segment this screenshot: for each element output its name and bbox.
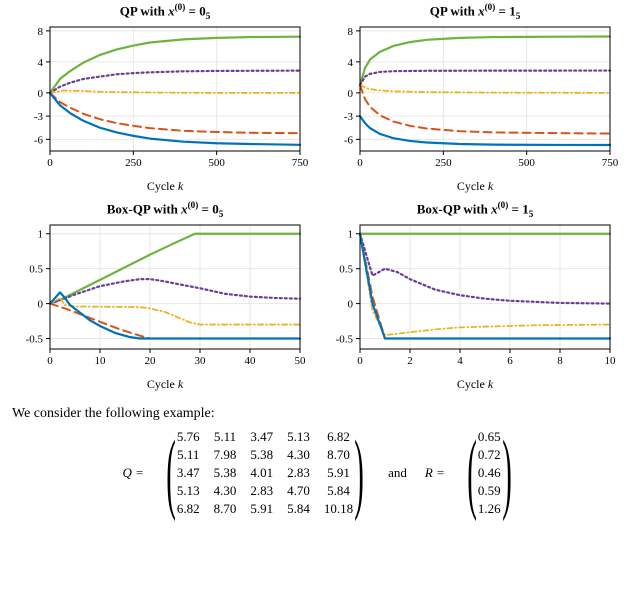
matrix-cell: 5.38 <box>207 464 244 482</box>
chart-title: Box-QP with x(0) = 05 <box>10 200 320 219</box>
svg-text:0: 0 <box>348 88 354 100</box>
page-root: QP with x(0) = 05 0250500750-6-3048 Cycl… <box>0 0 640 612</box>
equation-block: Q = ( 5.765.113.475.136.825.117.985.384.… <box>0 426 640 524</box>
svg-text:20: 20 <box>145 355 157 367</box>
svg-text:250: 250 <box>435 157 452 169</box>
matrix-cell: 3.47 <box>243 428 280 446</box>
body-text: We consider the following example: <box>0 396 640 426</box>
chart-xlabel: Cycle k <box>320 179 630 194</box>
matrix-cell: 5.13 <box>280 428 317 446</box>
matrix-cell: 5.91 <box>243 500 280 518</box>
chart-cell-boxqp-one: Box-QP with x(0) = 15 0246810-0.500.51 C… <box>320 198 630 396</box>
svg-text:4: 4 <box>457 355 463 367</box>
svg-text:-6: -6 <box>344 134 354 146</box>
paren-right-icon: ) <box>502 432 512 513</box>
q-label: Q = <box>118 465 147 481</box>
matrix-cell: 2.83 <box>243 482 280 500</box>
svg-text:-3: -3 <box>34 111 44 123</box>
svg-text:250: 250 <box>125 157 142 169</box>
svg-text:0: 0 <box>348 298 354 310</box>
chart-grid: QP with x(0) = 05 0250500750-6-3048 Cycl… <box>0 0 640 396</box>
r-label: R = <box>421 465 449 481</box>
matrix-cell: 2.83 <box>280 464 317 482</box>
matrix-cell: 4.70 <box>280 482 317 500</box>
svg-text:-0.5: -0.5 <box>26 333 44 345</box>
chart-xlabel: Cycle k <box>10 179 320 194</box>
svg-text:8: 8 <box>557 355 563 367</box>
svg-text:40: 40 <box>245 355 257 367</box>
matrix-cell: 5.38 <box>243 446 280 464</box>
svg-text:0: 0 <box>357 355 363 367</box>
chart-cell-boxqp-zero: Box-QP with x(0) = 05 01020304050-0.500.… <box>10 198 320 396</box>
svg-text:8: 8 <box>38 26 44 38</box>
paren-right-icon: ) <box>354 432 364 513</box>
matrix-r: ( 0.650.720.460.591.26 ) <box>457 428 522 518</box>
matrix-cell: 4.01 <box>243 464 280 482</box>
svg-text:0: 0 <box>47 157 53 169</box>
chart-plot: 0246810-0.500.51 <box>320 219 620 379</box>
svg-text:-3: -3 <box>344 111 354 123</box>
svg-text:750: 750 <box>292 157 309 169</box>
chart-title: QP with x(0) = 05 <box>10 2 320 21</box>
chart-xlabel: Cycle k <box>320 377 630 392</box>
svg-text:10: 10 <box>605 355 617 367</box>
and-label: and <box>382 465 413 481</box>
svg-text:30: 30 <box>195 355 207 367</box>
svg-text:500: 500 <box>208 157 225 169</box>
matrix-cell: 5.84 <box>280 500 317 518</box>
matrix-q-table: 5.765.113.475.136.825.117.985.384.308.70… <box>170 428 360 518</box>
chart-cell-qp-one: QP with x(0) = 15 0 250 500 750 -6 -3 0 4 8 Cycl… <box>320 0 630 198</box>
svg-text:2: 2 <box>407 355 413 367</box>
svg-text:0: 0 <box>47 355 53 367</box>
matrix-cell: 8.70 <box>207 500 244 518</box>
chart-xlabel: Cycle k <box>10 377 320 392</box>
svg-text:50: 50 <box>295 355 307 367</box>
svg-text:4: 4 <box>38 57 44 69</box>
svg-text:1: 1 <box>348 229 354 241</box>
svg-text:-0.5: -0.5 <box>336 333 354 345</box>
chart-plot: 0 250 500 750 -6 -3 0 4 8 <box>320 21 620 181</box>
svg-text:10: 10 <box>95 355 107 367</box>
svg-text:-6: -6 <box>34 134 44 146</box>
svg-text:1: 1 <box>38 229 44 241</box>
matrix-cell: 7.98 <box>207 446 244 464</box>
matrix-cell: 5.11 <box>207 428 244 446</box>
chart-plot: 0 250 500 750 -6 -3 0 4 8 <box>10 21 310 181</box>
svg-text:8: 8 <box>348 26 354 38</box>
svg-text:4: 4 <box>348 57 354 69</box>
chart-title: Box-QP with x(0) = 15 <box>320 200 630 219</box>
paren-left-icon: ( <box>166 432 176 513</box>
matrix-q: ( 5.765.113.475.136.825.117.985.384.308.… <box>156 428 374 518</box>
svg-text:0.5: 0.5 <box>29 264 43 276</box>
svg-text:0: 0 <box>357 157 363 169</box>
chart-title: QP with x(0) = 15 <box>320 2 630 21</box>
svg-text:0: 0 <box>38 298 44 310</box>
chart-cell-qp-zero: QP with x(0) = 05 0 250 500 750 -6 -3 0 4 8 Cycl… <box>10 0 320 198</box>
chart-plot: 01020304050-0.500.51 <box>10 219 310 379</box>
svg-text:0: 0 <box>38 88 44 100</box>
svg-text:0.5: 0.5 <box>339 264 353 276</box>
paren-left-icon: ( <box>467 432 477 513</box>
matrix-cell: 4.30 <box>280 446 317 464</box>
matrix-cell: 4.30 <box>207 482 244 500</box>
svg-text:6: 6 <box>507 355 513 367</box>
svg-text:750: 750 <box>602 157 619 169</box>
svg-text:500: 500 <box>518 157 535 169</box>
